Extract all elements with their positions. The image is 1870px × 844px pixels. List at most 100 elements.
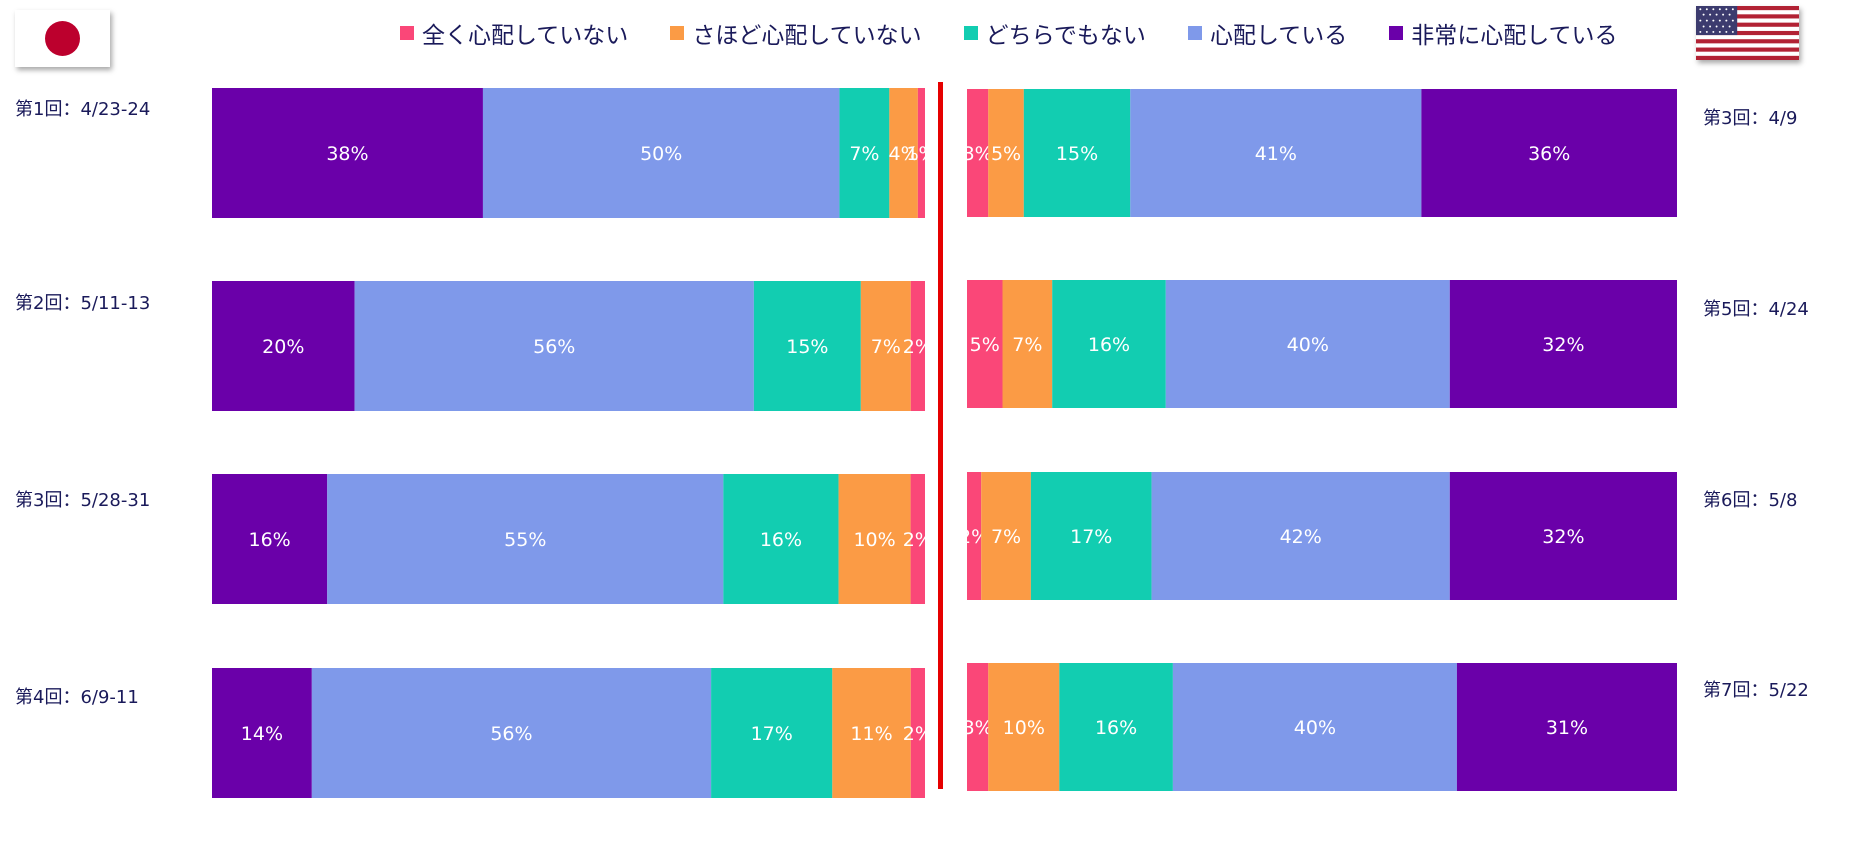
- japan-bar-segment: [910, 474, 925, 604]
- legend-item-worried: 心配している: [1187, 16, 1347, 50]
- usa-flag-icon: [1696, 6, 1799, 60]
- usa-bar-segment: [1052, 280, 1166, 408]
- japan-bar-segment: [839, 88, 890, 218]
- japan-bar-data-label: 2%: [903, 723, 933, 745]
- japan-bar-segment: [838, 474, 911, 604]
- japan-bar-data-label: 7%: [849, 143, 879, 165]
- japan-bar-data-label: 16%: [249, 529, 291, 551]
- japan-bar-segment: [354, 281, 754, 411]
- usa-bar-data-label: 7%: [1012, 334, 1042, 356]
- usa-bar-segment: [1002, 280, 1053, 408]
- legend-swatch: [963, 26, 978, 40]
- usa-bar-data-label: 10%: [1003, 717, 1045, 739]
- japan-bar-segment: [482, 88, 840, 218]
- japan-bar-data-label: 56%: [490, 723, 532, 745]
- usa-bar-data-label: 7%: [991, 526, 1021, 548]
- japan-bar-segment: [212, 474, 328, 604]
- usa-bar-segment: [1151, 472, 1450, 600]
- usa-bar-segment: [1172, 663, 1457, 791]
- japan-flag-icon: [15, 10, 110, 67]
- usa-bar-segment: [967, 663, 989, 791]
- japan-bar-data-label: 7%: [871, 336, 901, 358]
- usa-bar-data-label: 32%: [1542, 526, 1584, 548]
- usa-bar-segment: [1165, 280, 1450, 408]
- legend-swatch: [1187, 26, 1202, 40]
- japan-bar-data-label: 50%: [640, 143, 682, 165]
- japan-bar-segment: [711, 668, 833, 798]
- japan-bar-data-label: 1%: [906, 143, 936, 165]
- japan-bar-data-label: 11%: [850, 723, 892, 745]
- legend-label: 非常に心配している: [1411, 23, 1618, 49]
- usa-bar-data-label: 41%: [1255, 143, 1297, 165]
- japan-bar-segment: [212, 281, 355, 411]
- japan-bar-segment: [917, 88, 925, 218]
- japan-bar-data-label: 14%: [241, 723, 283, 745]
- japan-bar-data-label: 17%: [751, 723, 793, 745]
- legend-swatch: [670, 26, 685, 40]
- usa-bar-segment: [967, 280, 1003, 408]
- usa-bar-segment: [1456, 663, 1677, 791]
- japan-bar-data-label: 10%: [853, 529, 895, 551]
- usa-bar-segment: [1130, 89, 1422, 217]
- legend-item-very-worried: 非常に心配している: [1389, 16, 1618, 50]
- japan-bar-data-label: 55%: [504, 529, 546, 551]
- usa-bar-segment: [967, 89, 989, 217]
- japan-bar-segment: [723, 474, 839, 604]
- japan-bar-data-label: 20%: [262, 336, 304, 358]
- usa-bar-segment: [1059, 663, 1173, 791]
- usa-bar-data-label: 3%: [963, 143, 993, 165]
- legend-swatch: [1389, 26, 1404, 40]
- usa-bar-segment: [1449, 472, 1677, 600]
- japan-bar-data-label: 16%: [760, 529, 802, 551]
- country-divider-line: [938, 82, 943, 789]
- usa-row-label-1: 第3回：4/9: [1703, 108, 1798, 129]
- usa-row-label-2: 第5回：4/24: [1703, 299, 1809, 320]
- usa-bar-data-label: 40%: [1294, 717, 1336, 739]
- usa-bar-data-label: 15%: [1056, 143, 1098, 165]
- legend-item-not-worried-at-all: 全く心配していない: [400, 16, 628, 50]
- japan-bar-segment: [212, 88, 483, 218]
- japan-bar-data-label: 15%: [786, 336, 828, 358]
- usa-bar-data-label: 5%: [991, 143, 1021, 165]
- usa-bar-segment: [981, 472, 1031, 600]
- legend-label: どちらでもない: [985, 23, 1146, 49]
- usa-row-label-4: 第7回：5/22: [1703, 680, 1809, 701]
- usa-bar-data-label: 31%: [1546, 717, 1588, 739]
- japan-bar-segment: [910, 668, 925, 798]
- japan-row-label-4: 第4回：6/9-11: [15, 687, 139, 708]
- chart-legend: 全く心配していない さほど心配していない どちらでもない 心配している 非常に心…: [400, 16, 1618, 50]
- usa-bar-data-label: 17%: [1070, 526, 1112, 548]
- japan-bar-segment: [212, 668, 312, 798]
- usa-bar-data-label: 16%: [1095, 717, 1137, 739]
- usa-bar-data-label: 16%: [1088, 334, 1130, 356]
- usa-bar-segment: [1449, 280, 1677, 408]
- legend-label: 全く心配していない: [422, 23, 629, 49]
- japan-bar-data-label: 2%: [903, 336, 933, 358]
- usa-bar-segment: [988, 663, 1060, 791]
- japan-bar-segment: [860, 281, 911, 411]
- legend-swatch: [400, 26, 414, 40]
- usa-bar-segment: [1030, 472, 1152, 600]
- usa-bar-data-label: 40%: [1287, 334, 1329, 356]
- japan-flag-disc: [45, 21, 80, 56]
- usa-bar-data-label: 42%: [1280, 526, 1322, 548]
- japan-bar-data-label: 38%: [326, 143, 368, 165]
- japan-bar-segment: [910, 281, 925, 411]
- japan-row-label-2: 第2回：5/11-13: [15, 293, 151, 314]
- japan-row-label-3: 第3回：5/28-31: [15, 490, 151, 511]
- japan-row-label-1: 第1回：4/23-24: [15, 99, 151, 120]
- usa-bar-segment: [988, 89, 1024, 217]
- usa-bar-data-label: 36%: [1528, 143, 1570, 165]
- japan-bar-segment: [753, 281, 861, 411]
- japan-bar-segment: [889, 88, 918, 218]
- japan-bar-data-label: 2%: [903, 529, 933, 551]
- legend-label: さほど心配していない: [692, 23, 922, 49]
- usa-row-label-3: 第6回：5/8: [1703, 490, 1798, 511]
- legend-item-not-very-worried: さほど心配していない: [670, 16, 922, 50]
- usa-bar-data-label: 3%: [963, 717, 993, 739]
- legend-item-neutral: どちらでもない: [963, 16, 1146, 50]
- usa-bar-data-label: 5%: [970, 334, 1000, 356]
- japan-bar-segment: [327, 474, 724, 604]
- usa-bar-segment: [1023, 89, 1131, 217]
